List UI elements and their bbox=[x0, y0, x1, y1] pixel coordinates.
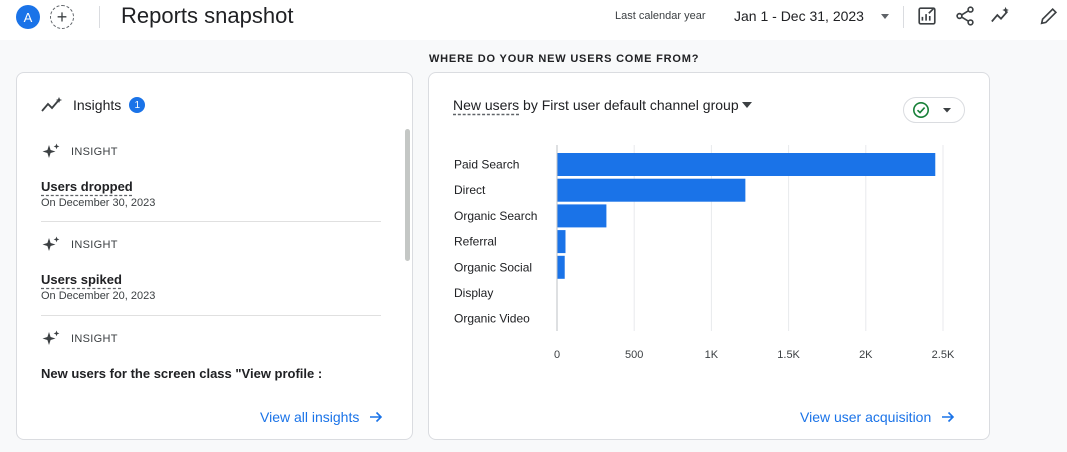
chevron-down-icon bbox=[943, 108, 951, 113]
x-tick-label: 0 bbox=[554, 349, 560, 361]
top-header: A + Reports snapshot Last calendar year … bbox=[0, 0, 1067, 40]
header-divider bbox=[99, 6, 100, 28]
category-label: Organic Video bbox=[454, 312, 530, 326]
category-label: Direct bbox=[454, 183, 486, 197]
date-range-dropdown-icon[interactable] bbox=[879, 10, 891, 22]
insight-divider bbox=[41, 315, 381, 316]
bar[interactable] bbox=[557, 178, 746, 202]
new-users-bar-chart: 0 500 1K 1.5K 2K 2.5K Paid Search Direct Organic… bbox=[454, 145, 955, 361]
page-title: Reports snapshot bbox=[121, 3, 294, 28]
chart-metric-label[interactable]: New users bbox=[453, 97, 520, 113]
insights-card: Insights 1 INSIGHT Users dropped On Dece… bbox=[16, 72, 413, 440]
check-circle-icon bbox=[913, 102, 929, 118]
sparkle-icon bbox=[42, 143, 60, 158]
x-tick-label: 1.5K bbox=[777, 349, 800, 361]
insights-count-badge: 1 bbox=[129, 97, 146, 113]
view-all-insights-label: View all insights bbox=[260, 409, 360, 425]
bar[interactable] bbox=[557, 204, 607, 228]
bar[interactable] bbox=[557, 153, 936, 176]
x-tick-label: 500 bbox=[625, 349, 643, 361]
x-tick-label: 1K bbox=[705, 349, 719, 361]
insight-item[interactable]: INSIGHT Users dropped On December 30, 20… bbox=[41, 143, 381, 209]
insight-date: On December 30, 2023 bbox=[41, 197, 156, 209]
insight-tag-label: INSIGHT bbox=[71, 239, 118, 251]
customize-report-icon[interactable] bbox=[916, 5, 938, 27]
insight-title[interactable]: Users spiked bbox=[41, 272, 122, 287]
insight-tag-label: INSIGHT bbox=[71, 333, 118, 345]
date-range-label[interactable]: Last calendar year bbox=[615, 10, 706, 22]
insight-date: On December 20, 2023 bbox=[41, 290, 156, 302]
comparison-filter-button[interactable] bbox=[903, 97, 965, 123]
chart-dimension-label[interactable]: First user default channel group bbox=[541, 97, 739, 113]
comparison-avatar[interactable]: A bbox=[16, 5, 40, 29]
insights-header: Insights 1 bbox=[41, 97, 146, 113]
insights-trend-icon bbox=[41, 97, 63, 112]
view-user-acquisition-label: View user acquisition bbox=[800, 409, 932, 425]
sparkle-icon bbox=[42, 236, 60, 251]
x-tick-label: 2K bbox=[859, 349, 873, 361]
bar[interactable] bbox=[557, 255, 565, 279]
arrow-right-icon bbox=[942, 411, 955, 423]
category-label: Paid Search bbox=[454, 158, 519, 172]
view-all-insights-link[interactable]: View all insights bbox=[260, 409, 383, 425]
arrow-right-icon bbox=[370, 411, 383, 423]
category-label: Organic Social bbox=[454, 260, 532, 274]
insights-scrollbar[interactable] bbox=[405, 129, 410, 261]
category-label: Referral bbox=[454, 235, 497, 249]
insights-icon[interactable] bbox=[990, 5, 1012, 27]
edit-icon[interactable] bbox=[1038, 5, 1060, 27]
sparkle-icon bbox=[42, 330, 60, 345]
insight-title[interactable]: New users for the screen class "View pro… bbox=[41, 366, 323, 381]
insight-tag-label: INSIGHT bbox=[71, 146, 118, 158]
insight-divider bbox=[41, 221, 381, 222]
section-heading: WHERE DO YOUR NEW USERS COME FROM? bbox=[429, 53, 700, 65]
user-acquisition-card: New users by First user default channel … bbox=[428, 72, 990, 440]
x-tick-label: 2.5K bbox=[932, 349, 955, 361]
category-label: Display bbox=[454, 286, 493, 300]
date-range-value[interactable]: Jan 1 - Dec 31, 2023 bbox=[734, 8, 864, 24]
header-divider bbox=[903, 6, 904, 28]
insights-title: Insights bbox=[73, 97, 122, 113]
view-user-acquisition-link[interactable]: View user acquisition bbox=[800, 409, 955, 425]
dimension-dropdown-icon[interactable] bbox=[741, 100, 753, 110]
chart-title[interactable]: New users by First user default channel … bbox=[453, 97, 753, 113]
add-comparison-button[interactable]: + bbox=[50, 5, 74, 29]
insight-title[interactable]: Users dropped bbox=[41, 179, 133, 194]
insight-item[interactable]: INSIGHT New users for the screen class "… bbox=[41, 330, 381, 381]
chart-title-connector: by bbox=[519, 97, 542, 113]
share-icon[interactable] bbox=[954, 5, 976, 27]
bar[interactable] bbox=[557, 230, 566, 254]
category-label: Organic Search bbox=[454, 209, 537, 223]
insight-item[interactable]: INSIGHT Users spiked On December 20, 202… bbox=[41, 236, 381, 302]
